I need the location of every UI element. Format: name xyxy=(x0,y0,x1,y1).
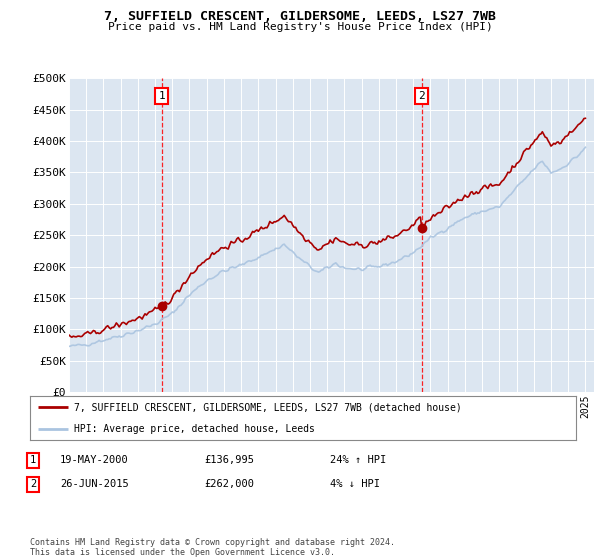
Text: 7, SUFFIELD CRESCENT, GILDERSOME, LEEDS, LS27 7WB: 7, SUFFIELD CRESCENT, GILDERSOME, LEEDS,… xyxy=(104,10,496,23)
Text: £136,995: £136,995 xyxy=(204,455,254,465)
Text: 7, SUFFIELD CRESCENT, GILDERSOME, LEEDS, LS27 7WB (detached house): 7, SUFFIELD CRESCENT, GILDERSOME, LEEDS,… xyxy=(74,402,461,412)
Text: 2: 2 xyxy=(418,91,425,101)
Text: £262,000: £262,000 xyxy=(204,479,254,489)
Text: 19-MAY-2000: 19-MAY-2000 xyxy=(60,455,129,465)
Text: HPI: Average price, detached house, Leeds: HPI: Average price, detached house, Leed… xyxy=(74,424,314,434)
Text: 24% ↑ HPI: 24% ↑ HPI xyxy=(330,455,386,465)
Text: 26-JUN-2015: 26-JUN-2015 xyxy=(60,479,129,489)
Text: 1: 1 xyxy=(158,91,165,101)
Text: 4% ↓ HPI: 4% ↓ HPI xyxy=(330,479,380,489)
Text: 2: 2 xyxy=(30,479,36,489)
Text: Contains HM Land Registry data © Crown copyright and database right 2024.
This d: Contains HM Land Registry data © Crown c… xyxy=(30,538,395,557)
Text: Price paid vs. HM Land Registry's House Price Index (HPI): Price paid vs. HM Land Registry's House … xyxy=(107,22,493,32)
Text: 1: 1 xyxy=(30,455,36,465)
